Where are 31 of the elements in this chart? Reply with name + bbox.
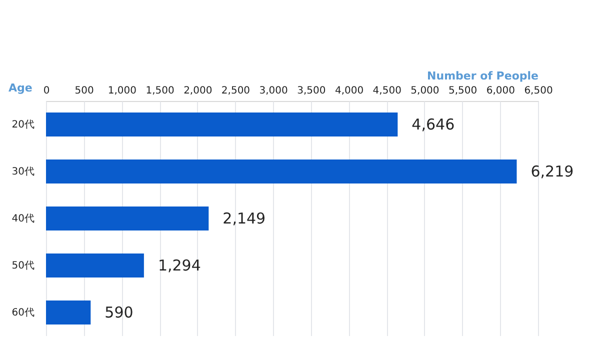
x-tick-label: 5,500 — [448, 86, 478, 96]
y-tick-label: 30代 — [12, 166, 34, 178]
x-tick-label: 2,000 — [184, 86, 212, 96]
x-tick-label: 6,500 — [524, 86, 553, 96]
y-axis-title: Age — [8, 82, 32, 94]
x-tick-label: 0 — [43, 86, 50, 96]
x-tick-label: 6,000 — [486, 86, 515, 96]
y-tick-label: 20代 — [12, 120, 34, 130]
data-label: 4,646 — [412, 116, 455, 134]
x-tick-label: 4,500 — [372, 86, 402, 96]
x-tick-label: 1,500 — [146, 86, 174, 96]
data-label: 1,294 — [158, 256, 201, 274]
x-tick-label: 500 — [74, 86, 94, 96]
y-tick-label: 60代 — [12, 308, 34, 318]
bar — [46, 112, 398, 136]
y-tick-label: 50代 — [12, 260, 34, 272]
bar — [46, 206, 209, 230]
y-tick-label: 40代 — [12, 214, 34, 224]
data-label: 2,149 — [222, 210, 266, 228]
data-label: 590 — [104, 304, 134, 322]
bar — [46, 300, 91, 324]
x-tick-label: 3,000 — [259, 86, 288, 96]
x-tick-label: 3,500 — [297, 86, 326, 96]
x-tick-label: 2,500 — [221, 86, 250, 96]
x-tick-label: 4,000 — [334, 86, 364, 96]
bar — [46, 254, 144, 278]
x-tick-label: 5,000 — [410, 86, 440, 96]
x-tick-label: 1,000 — [108, 86, 137, 96]
x-axis-title: Number of People — [427, 70, 538, 82]
data-label: 6,219 — [530, 162, 574, 180]
bar — [46, 160, 517, 184]
